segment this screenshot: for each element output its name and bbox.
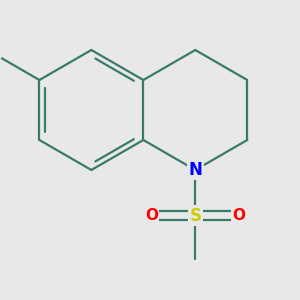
Text: S: S (189, 207, 201, 225)
Text: N: N (188, 161, 202, 179)
Text: O: O (146, 208, 158, 223)
Text: O: O (232, 208, 245, 223)
